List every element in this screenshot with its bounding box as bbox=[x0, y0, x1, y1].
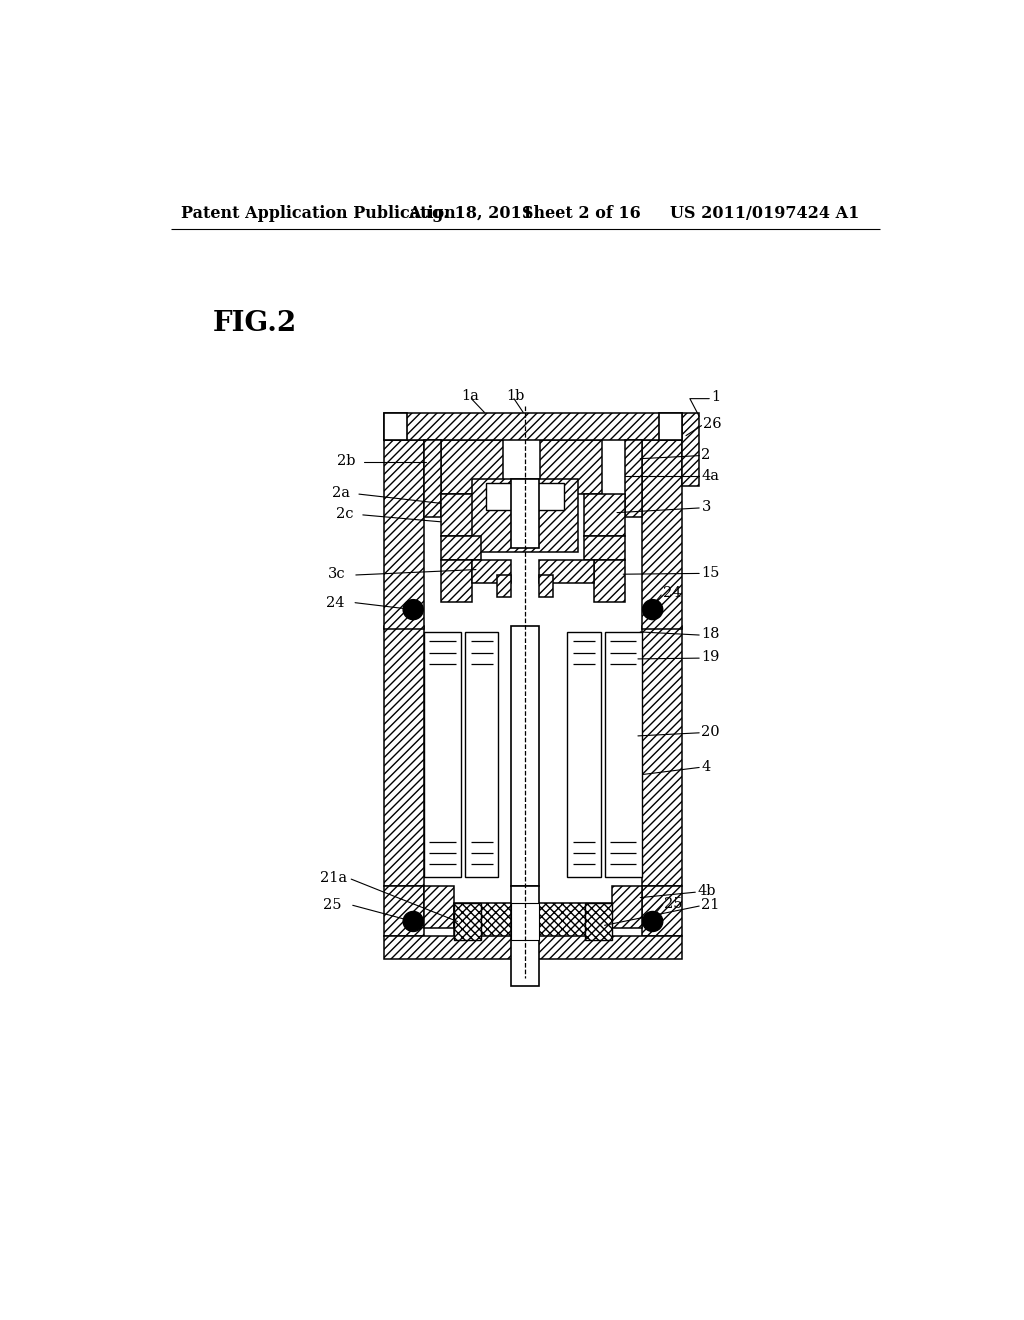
Text: 25: 25 bbox=[324, 899, 342, 912]
Text: 3: 3 bbox=[701, 500, 711, 515]
Text: 24: 24 bbox=[663, 586, 681, 601]
Text: 3c: 3c bbox=[328, 568, 345, 581]
Bar bbox=[472, 560, 511, 582]
Circle shape bbox=[403, 911, 423, 932]
Bar bbox=[511, 626, 539, 886]
Text: Aug. 18, 2011: Aug. 18, 2011 bbox=[409, 206, 534, 222]
Text: 2c: 2c bbox=[336, 507, 353, 521]
Text: 25: 25 bbox=[665, 896, 683, 911]
Bar bbox=[658, 412, 682, 441]
Bar bbox=[441, 494, 481, 536]
Text: Sheet 2 of 16: Sheet 2 of 16 bbox=[521, 206, 640, 222]
Bar bbox=[384, 412, 682, 441]
Text: 1b: 1b bbox=[506, 388, 524, 403]
Text: 2a: 2a bbox=[332, 486, 350, 500]
Bar bbox=[384, 626, 424, 886]
Bar bbox=[539, 560, 594, 582]
Bar bbox=[384, 441, 424, 628]
Circle shape bbox=[643, 599, 663, 619]
Text: 24: 24 bbox=[326, 595, 344, 610]
Circle shape bbox=[643, 911, 663, 932]
Bar bbox=[454, 903, 612, 940]
Bar bbox=[625, 441, 642, 517]
Bar bbox=[424, 441, 441, 517]
Bar bbox=[642, 886, 682, 936]
Bar bbox=[454, 903, 480, 940]
Bar bbox=[567, 632, 601, 876]
Bar bbox=[594, 560, 625, 602]
Bar bbox=[586, 903, 612, 940]
Bar bbox=[486, 483, 513, 510]
Text: 19: 19 bbox=[701, 651, 720, 664]
Bar bbox=[511, 903, 539, 940]
Bar bbox=[384, 886, 424, 936]
Text: 18: 18 bbox=[701, 627, 720, 642]
Text: Patent Application Publication: Patent Application Publication bbox=[180, 206, 456, 222]
Bar bbox=[472, 479, 578, 552]
Bar bbox=[585, 494, 625, 536]
Text: 1: 1 bbox=[711, 391, 720, 404]
Bar bbox=[424, 632, 461, 876]
Text: 4: 4 bbox=[701, 760, 711, 774]
Text: FIG.2: FIG.2 bbox=[213, 310, 298, 338]
Bar bbox=[537, 483, 563, 510]
Bar bbox=[585, 536, 625, 560]
Text: 4b: 4b bbox=[697, 884, 716, 899]
Text: 21: 21 bbox=[701, 899, 720, 912]
Bar bbox=[441, 536, 481, 560]
Text: 15: 15 bbox=[701, 566, 720, 579]
Bar bbox=[424, 886, 454, 928]
Text: 2: 2 bbox=[701, 447, 711, 462]
Bar bbox=[541, 441, 602, 494]
Bar bbox=[642, 626, 682, 886]
Bar bbox=[511, 479, 539, 548]
Bar bbox=[604, 632, 642, 876]
Text: US 2011/0197424 A1: US 2011/0197424 A1 bbox=[671, 206, 860, 222]
Text: 26: 26 bbox=[703, 417, 722, 432]
Circle shape bbox=[403, 599, 423, 619]
Text: 2b: 2b bbox=[337, 454, 355, 469]
Bar bbox=[497, 576, 511, 597]
Bar bbox=[539, 576, 553, 597]
Text: 1a: 1a bbox=[461, 388, 479, 403]
Bar bbox=[441, 441, 503, 494]
Bar bbox=[612, 886, 642, 928]
Bar bbox=[642, 441, 682, 628]
Bar bbox=[384, 936, 682, 960]
Text: 4a: 4a bbox=[701, 469, 720, 483]
Bar bbox=[465, 632, 499, 876]
Text: 21a: 21a bbox=[321, 871, 347, 886]
Bar bbox=[682, 412, 699, 486]
Bar bbox=[511, 886, 539, 986]
Bar bbox=[384, 412, 407, 441]
Bar bbox=[441, 560, 472, 602]
Text: 20: 20 bbox=[701, 725, 720, 739]
